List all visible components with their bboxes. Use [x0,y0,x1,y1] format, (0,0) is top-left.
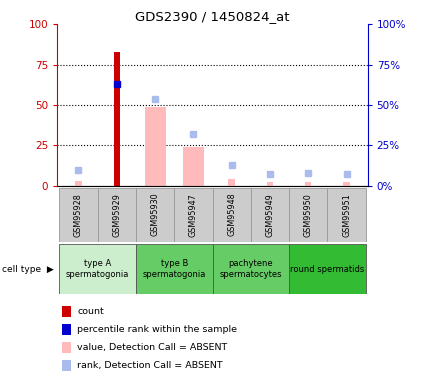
Text: GSM95951: GSM95951 [342,193,351,237]
Bar [251,188,289,242]
Text: count: count [77,307,104,316]
Bar [343,182,350,186]
Text: type B
spermatogonia: type B spermatogonia [142,260,206,279]
Bar [183,147,204,186]
Bar [114,52,120,186]
Bar [289,244,366,294]
Bar [212,188,251,242]
Text: GSM95948: GSM95948 [227,193,236,237]
Text: value, Detection Call = ABSENT: value, Detection Call = ABSENT [77,343,228,352]
Text: cell type  ▶: cell type ▶ [2,265,54,274]
Bar [60,244,136,294]
Text: GSM95930: GSM95930 [150,193,159,237]
Bar [327,188,366,242]
Bar [190,181,196,186]
Text: GSM95950: GSM95950 [304,193,313,237]
Text: round spermatids: round spermatids [290,265,365,274]
Bar [229,179,235,186]
Text: percentile rank within the sample: percentile rank within the sample [77,325,237,334]
Bar [305,182,312,186]
Text: GSM95928: GSM95928 [74,193,83,237]
Text: rank, Detection Call = ABSENT: rank, Detection Call = ABSENT [77,361,223,370]
Bar [98,188,136,242]
Bar [152,182,158,186]
Bar [60,188,98,242]
Bar [144,106,166,186]
Text: pachytene
spermatocytes: pachytene spermatocytes [220,260,282,279]
Bar [136,244,212,294]
Bar [174,188,212,242]
Text: GSM95947: GSM95947 [189,193,198,237]
Text: GDS2390 / 1450824_at: GDS2390 / 1450824_at [135,10,290,23]
Text: GSM95929: GSM95929 [112,193,121,237]
Bar [75,181,82,186]
Bar [267,182,273,186]
Text: type A
spermatogonia: type A spermatogonia [66,260,129,279]
Bar [212,244,289,294]
Bar [136,188,174,242]
Bar [289,188,327,242]
Text: GSM95949: GSM95949 [266,193,275,237]
